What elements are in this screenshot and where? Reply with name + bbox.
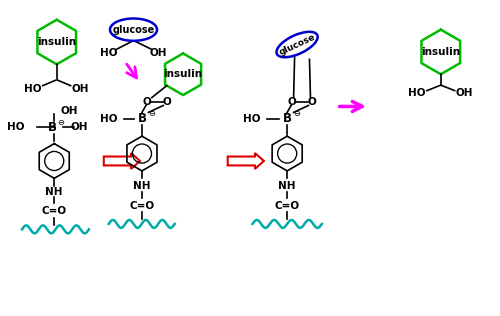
Text: O: O — [162, 98, 171, 107]
Text: HO: HO — [408, 88, 426, 98]
Text: OH: OH — [456, 88, 473, 98]
Text: OH: OH — [60, 106, 78, 116]
Text: glucose: glucose — [278, 32, 316, 57]
Text: B: B — [48, 121, 57, 134]
Text: HO: HO — [7, 122, 24, 132]
FancyArrow shape — [228, 153, 264, 169]
Text: insulin: insulin — [421, 47, 461, 57]
Text: insulin: insulin — [164, 69, 202, 79]
Text: C=O: C=O — [274, 201, 299, 210]
Text: C=O: C=O — [42, 205, 67, 216]
Ellipse shape — [110, 19, 157, 41]
Text: ⊖: ⊖ — [148, 109, 156, 118]
Text: O: O — [142, 98, 152, 107]
Ellipse shape — [276, 32, 318, 57]
FancyArrow shape — [228, 153, 264, 169]
Text: HO: HO — [244, 114, 261, 124]
Text: OH: OH — [70, 122, 88, 132]
Text: HO: HO — [100, 114, 117, 124]
Text: NH: NH — [278, 181, 296, 191]
Text: HO: HO — [24, 84, 42, 94]
Text: glucose: glucose — [112, 25, 154, 35]
Text: OH: OH — [72, 84, 89, 94]
FancyArrow shape — [104, 153, 140, 169]
Text: NH: NH — [133, 181, 150, 191]
Text: B: B — [138, 112, 146, 125]
Text: O: O — [308, 98, 316, 107]
Text: NH: NH — [46, 187, 63, 197]
Text: B: B — [282, 112, 292, 125]
Text: C=O: C=O — [130, 201, 154, 210]
Text: HO: HO — [100, 48, 117, 58]
Text: ⊖: ⊖ — [294, 109, 300, 118]
Text: insulin: insulin — [37, 37, 76, 47]
Text: O: O — [288, 98, 296, 107]
Text: ⊖: ⊖ — [57, 118, 64, 127]
Text: OH: OH — [150, 48, 167, 58]
FancyArrow shape — [104, 153, 140, 169]
